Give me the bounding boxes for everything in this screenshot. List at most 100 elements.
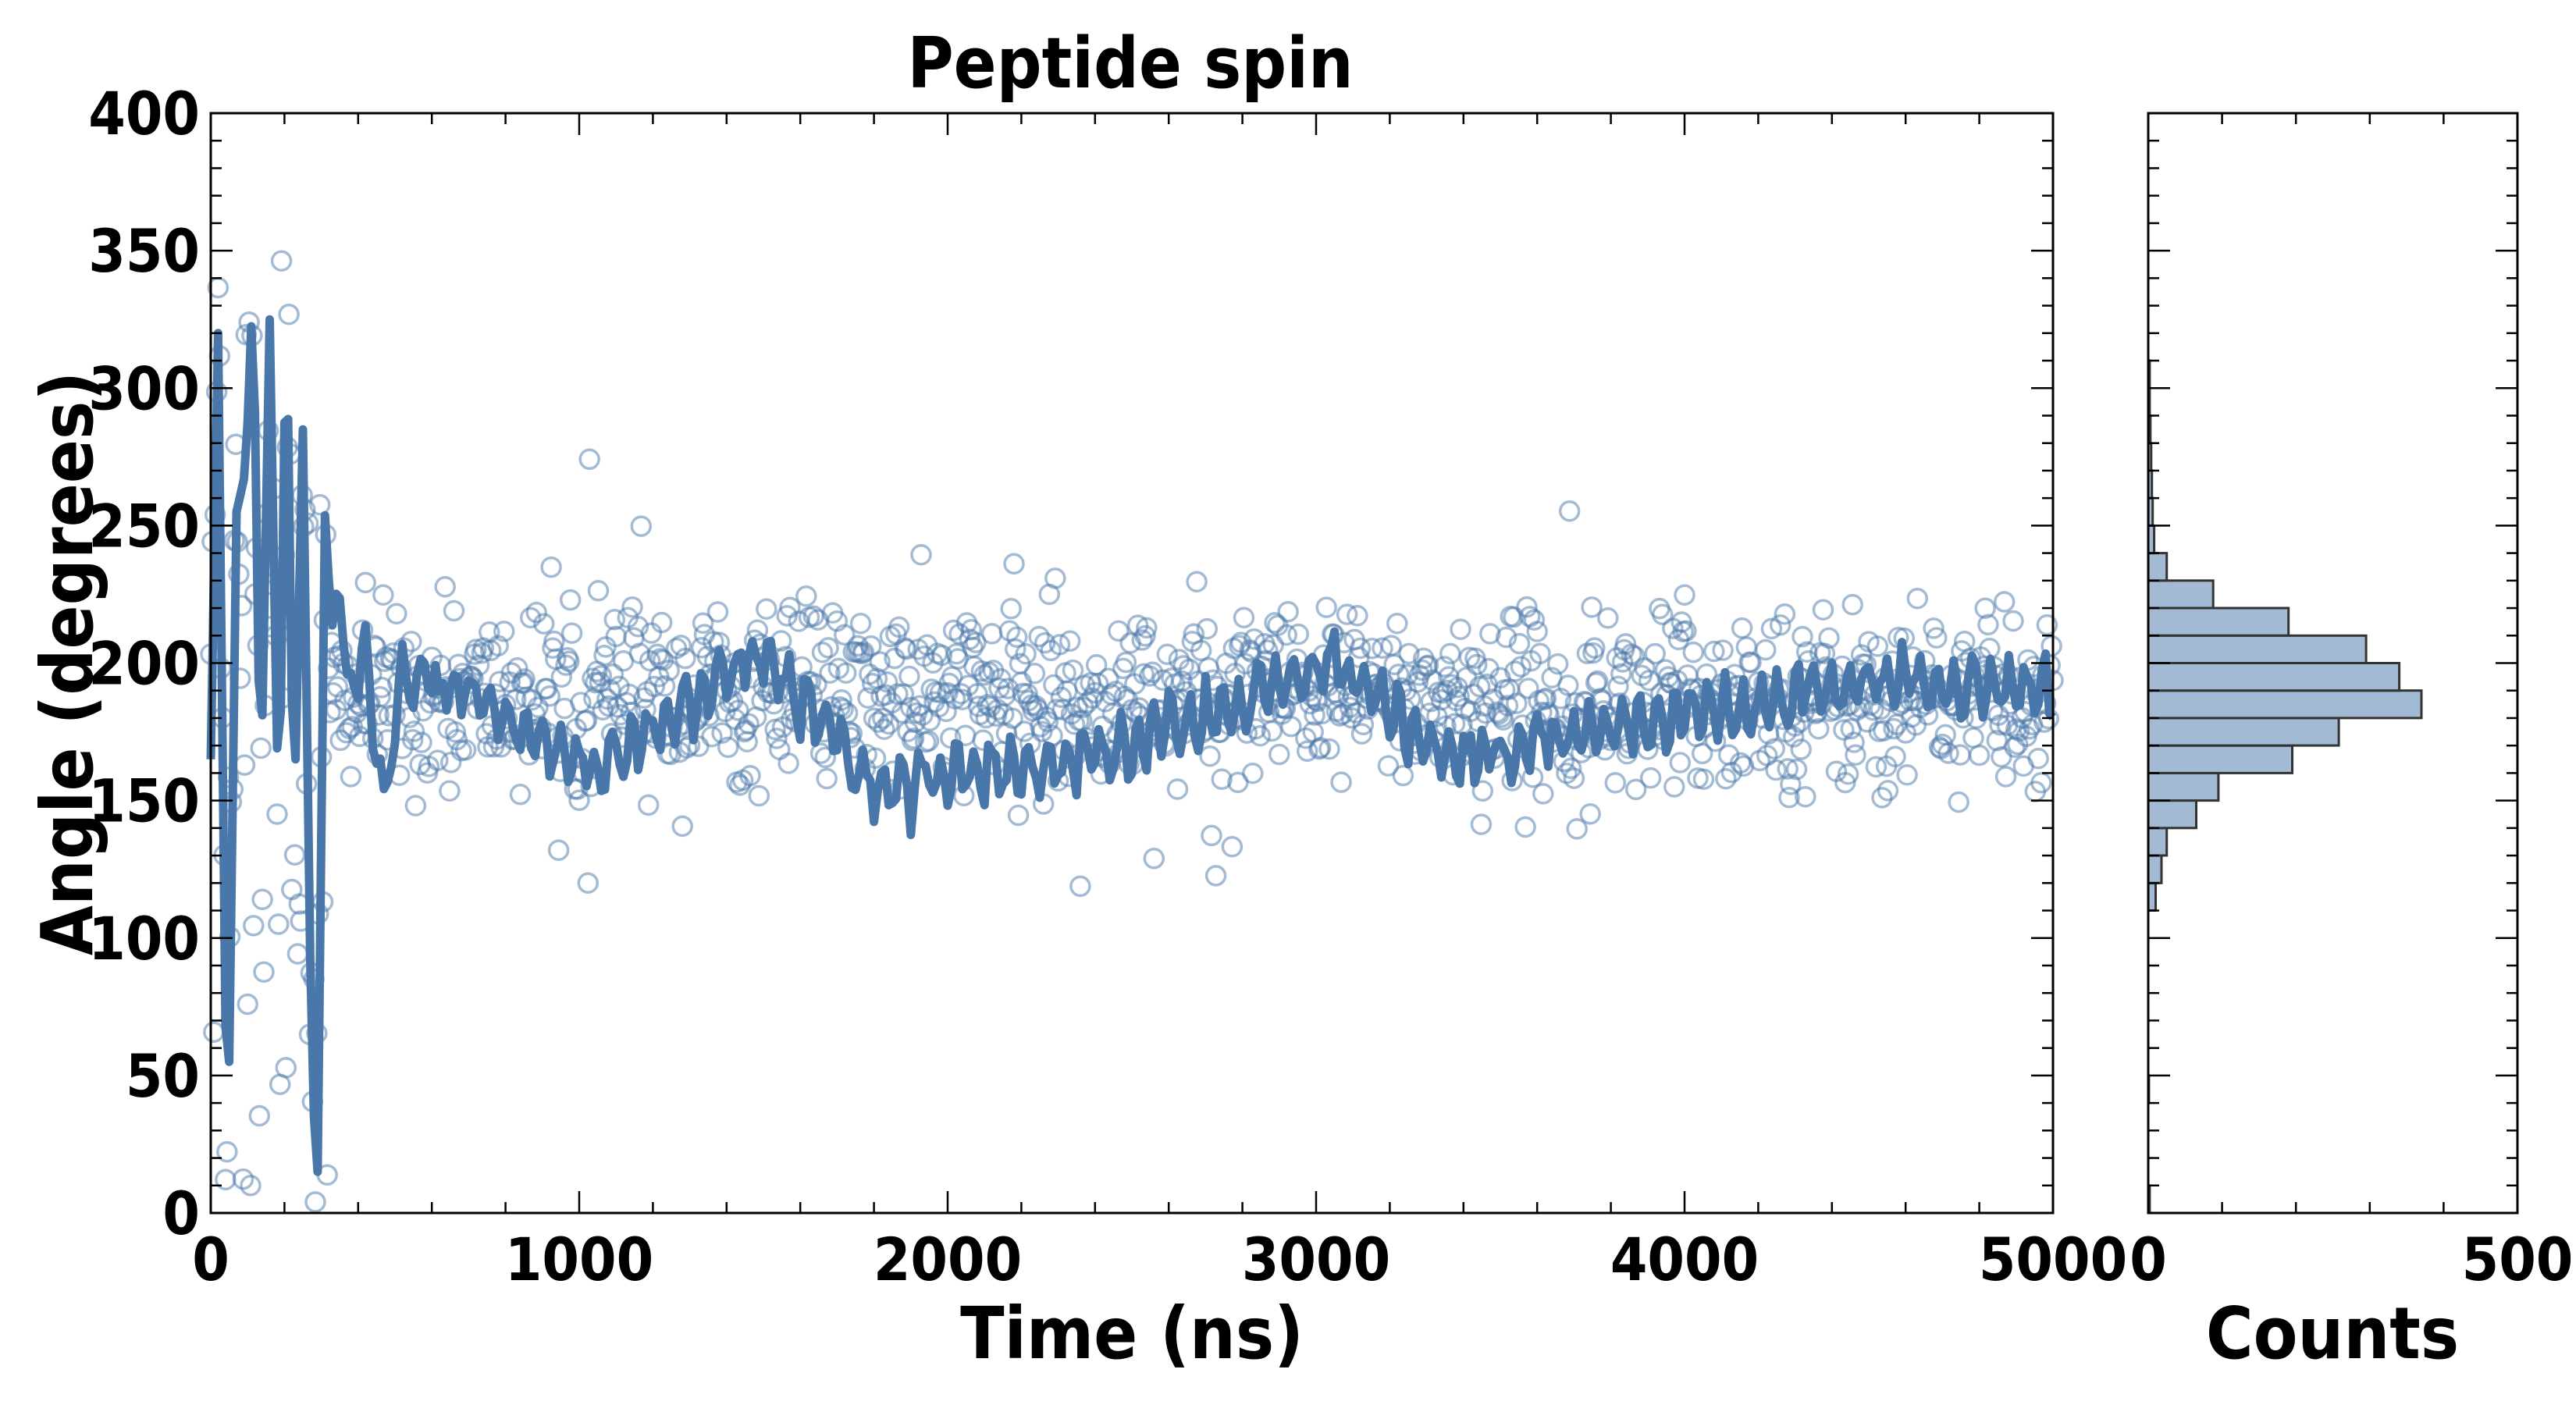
scatter-point <box>1691 742 1713 765</box>
scatter-point <box>1877 780 1899 802</box>
scatter-point <box>873 718 895 740</box>
scatter-point <box>1769 614 1791 636</box>
scatter-point <box>1669 752 1692 774</box>
scatter-point <box>1336 603 1358 625</box>
histogram-bar <box>2147 606 2290 637</box>
scatter-point <box>1043 674 1065 696</box>
scatter-point <box>1731 617 1753 639</box>
scatter-point <box>1504 660 1526 682</box>
scatter-point <box>1471 780 1494 802</box>
histogram-bar <box>2147 827 2169 857</box>
scatter-point <box>1383 653 1405 676</box>
scatter-point <box>1166 778 1189 800</box>
scatter-point <box>1563 767 1585 789</box>
scatter-point <box>1777 758 1799 780</box>
scatter-point <box>1535 687 1557 710</box>
scatter-point <box>1962 727 1984 749</box>
scatter-point <box>539 685 560 707</box>
scatter-point <box>1883 717 1905 740</box>
scatter-point <box>670 635 692 656</box>
scatter-point <box>739 764 761 787</box>
scatter-point <box>1510 656 1532 678</box>
scatter-point <box>1062 659 1084 681</box>
histogram-bar <box>2147 662 2401 692</box>
scatter-point <box>240 1175 262 1197</box>
scatter-point <box>948 623 970 646</box>
scatter-point <box>860 635 882 657</box>
scatter-point <box>1295 727 1317 749</box>
histogram-plot: 0 500 <box>2129 112 2573 1294</box>
scatter-point <box>917 730 940 752</box>
scatter-point <box>1309 737 1332 759</box>
scatter-point <box>769 738 791 760</box>
scatter-point <box>1682 641 1705 663</box>
scatter-point <box>1066 696 1088 718</box>
scatter-point <box>1579 803 1601 825</box>
scatter-point <box>1523 609 1546 631</box>
scatter-point <box>1506 692 1528 714</box>
scatter-point <box>671 815 693 838</box>
histogram-x-tick-labels: 0 500 <box>2129 1225 2573 1294</box>
scatter-point <box>711 722 733 744</box>
scatter-point <box>1171 670 1193 692</box>
scatter-point <box>1765 759 1787 781</box>
scatter-point <box>1256 639 1279 661</box>
scatter-point <box>997 678 1019 699</box>
scatter-point <box>216 1140 238 1163</box>
scatter-point <box>674 647 696 670</box>
scatter-point <box>540 556 562 578</box>
scatter-point <box>1896 763 1918 786</box>
scatter-point <box>816 767 838 790</box>
histogram-bars <box>2147 359 2423 1215</box>
scatter-point <box>1221 835 1244 858</box>
scatter-point <box>587 580 610 602</box>
histogram-bar <box>2147 634 2368 664</box>
scatter-point <box>1386 612 1408 635</box>
scatter-point <box>1610 663 1632 685</box>
scatter-point <box>867 711 890 733</box>
scatter-point <box>1692 768 1715 790</box>
scatter-point <box>1566 818 1588 840</box>
scatter-point <box>1421 669 1443 692</box>
scatter-point <box>509 784 532 806</box>
scatter-point <box>748 784 770 807</box>
scatter-point <box>1560 757 1582 780</box>
scatter-point <box>506 657 528 679</box>
scatter-point <box>599 678 621 701</box>
scatter-point <box>253 961 275 984</box>
scatter-point <box>1763 738 1785 759</box>
scatter-point <box>1186 571 1208 592</box>
scatter-point <box>275 1057 297 1079</box>
scatter-point <box>1433 656 1456 678</box>
scatter-point <box>568 789 590 812</box>
scatter-point <box>1002 707 1023 730</box>
histogram-bar <box>2147 854 2163 884</box>
scatter-point <box>872 707 894 729</box>
scatter-point <box>1069 875 1091 898</box>
scatter-point <box>403 720 425 742</box>
scatter-point <box>944 688 966 710</box>
scatter-point <box>454 738 477 761</box>
scatter-point <box>251 888 273 911</box>
scatter-point <box>493 621 515 642</box>
scatter-point <box>1703 640 1725 663</box>
scatter-point <box>1493 709 1514 731</box>
scatter-point <box>2030 772 2052 794</box>
scatter-point <box>1136 617 1158 639</box>
y-tick-label: 200 <box>88 629 200 699</box>
x-axis-label: Time (ns) <box>960 1292 1304 1375</box>
scatter-point <box>547 839 570 861</box>
scatter-point <box>340 766 362 788</box>
scatter-point <box>1712 639 1734 661</box>
scatter-point <box>1993 591 2016 613</box>
scatter-point <box>869 651 891 673</box>
scatter-point <box>1604 772 1627 794</box>
scatter-point <box>1508 632 1531 655</box>
scatter-point <box>1044 567 1066 589</box>
scatter-point <box>1479 623 1501 645</box>
scatter-point <box>1087 672 1109 695</box>
scatter-point <box>1557 674 1579 696</box>
scatter-point <box>630 515 653 537</box>
scatter-point <box>434 576 456 598</box>
scatter-point <box>1634 657 1656 679</box>
